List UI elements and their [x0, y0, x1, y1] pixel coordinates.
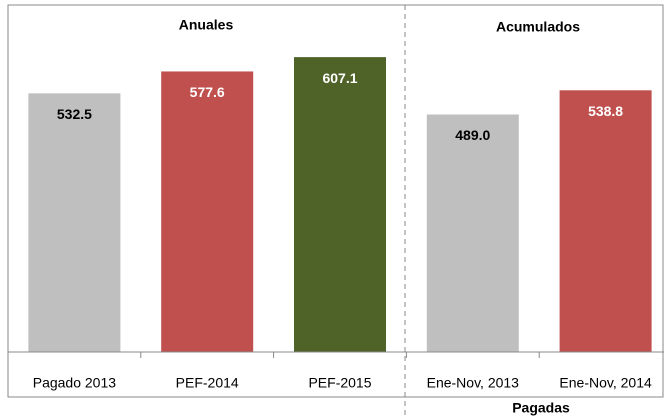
data-label: 607.1	[322, 70, 357, 86]
data-label: 538.8	[588, 103, 623, 119]
x-tick-label: PEF-2015	[308, 375, 371, 391]
bar	[426, 114, 519, 352]
data-label: 532.5	[57, 106, 92, 122]
frame	[7, 4, 664, 398]
bar	[559, 90, 652, 352]
bar	[294, 57, 386, 352]
bar	[161, 71, 254, 353]
group-label: Pagadas	[512, 400, 570, 416]
x-tick-label: Ene-Nov, 2014	[559, 375, 652, 391]
x-tick-label: PEF-2014	[176, 375, 239, 391]
x-tick-label: Pagado 2013	[33, 375, 117, 391]
x-tick-label: Ene-Nov, 2013	[427, 375, 520, 391]
data-label: 577.6	[190, 84, 225, 100]
bar	[28, 93, 121, 352]
group-label: Acumulados	[496, 19, 580, 35]
group-label: Anuales	[179, 17, 234, 33]
data-label: 489.0	[455, 127, 490, 143]
